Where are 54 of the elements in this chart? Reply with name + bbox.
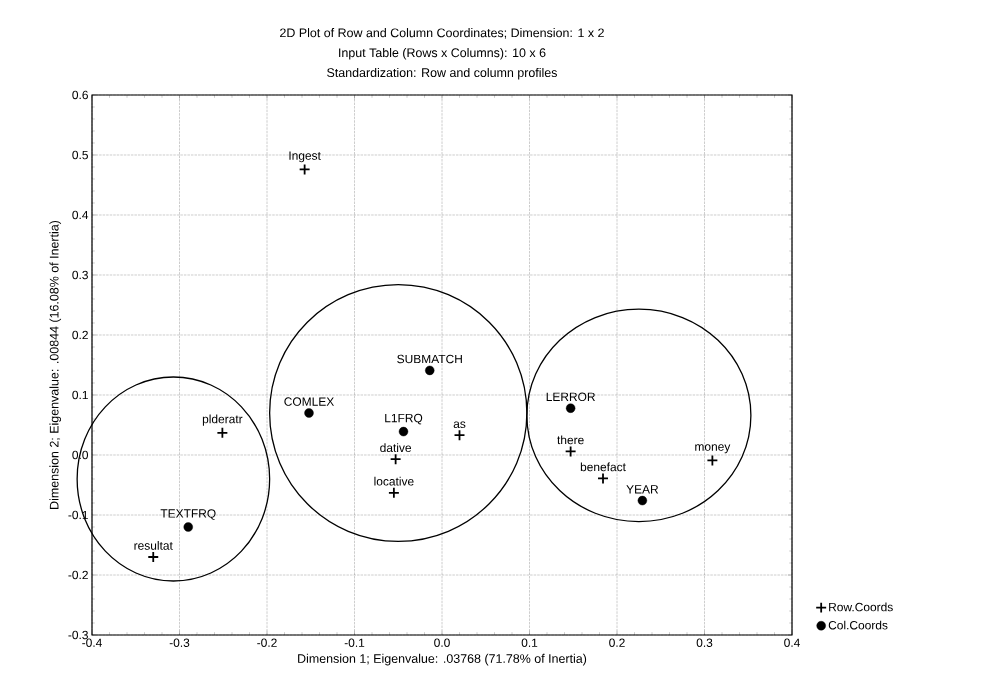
point — [388, 486, 400, 499]
point — [597, 472, 609, 485]
y-tick-label: 0.5 — [72, 150, 88, 160]
annotation: as — [453, 421, 466, 429]
point — [398, 426, 409, 437]
point — [216, 426, 229, 439]
legend-label: Row.Coords — [829, 602, 893, 612]
y-tick-label: 0.2 — [72, 330, 88, 340]
y-tick-label: -0.2 — [68, 570, 88, 580]
annotation: there — [557, 435, 584, 445]
y-tick-label: 0.1 — [72, 390, 88, 400]
annotation: money — [695, 444, 731, 454]
x-tick-label: 0.3 — [696, 638, 713, 647]
point — [183, 522, 193, 532]
x-tick-label: 0.4 — [784, 638, 800, 647]
point — [147, 551, 160, 563]
x-tick-label: 0.1 — [521, 638, 538, 647]
annotation: dative — [380, 443, 412, 453]
point — [453, 429, 466, 442]
x-tick-label: -0.1 — [344, 638, 365, 647]
y-tick-label: 0.4 — [72, 210, 89, 220]
x-axis-title: Dimension 1; Eigenvalue: .03768 (71.78% of Inertia) — [298, 653, 587, 666]
text: Standardization: Row and column profiles — [327, 67, 557, 80]
x-tick-label: 0.2 — [609, 638, 625, 647]
point — [706, 454, 719, 467]
annotation: plderatr — [202, 414, 243, 426]
chart-subtitle: Input Table (Rows x Columns): 10 x 6 — [339, 47, 546, 60]
annotation: TEXTFRQ — [160, 509, 216, 520]
chart-title: 2D Plot of Row and Column Coordinates; Dimension: 1 x 2 — [280, 28, 604, 39]
annotation: LERROR — [546, 392, 595, 402]
annotation: SUBMATCH — [397, 354, 462, 364]
annotation: benefact — [580, 462, 626, 472]
point — [389, 453, 402, 466]
annotation: COMLEX — [284, 397, 334, 406]
x-tick-label: 0.0 — [434, 638, 450, 647]
point — [304, 408, 314, 418]
y-axis-title: Dimension 2; Eigenvalue: .00844 (16.08% of Inertia) — [49, 220, 62, 509]
annotation: L1FRQ — [385, 413, 423, 425]
x-tick-label: -0.2 — [257, 638, 277, 647]
x-tick-label: -0.3 — [169, 638, 190, 647]
annotation: YEAR — [626, 485, 659, 494]
point — [565, 403, 576, 413]
point — [637, 495, 648, 506]
annotation: resultat — [134, 541, 173, 550]
y-tick-label: -0.3 — [68, 630, 88, 640]
point — [298, 163, 311, 176]
x-tick-label: -0.4 — [82, 638, 102, 647]
annotation: Ingest — [289, 151, 321, 163]
annotation: locative — [374, 476, 414, 486]
legend-label: Col.Coords — [828, 620, 888, 630]
point — [425, 365, 435, 376]
y-tick-label: 0.6 — [72, 90, 88, 100]
point — [564, 445, 577, 458]
y-tick-label: 0.3 — [72, 270, 88, 280]
